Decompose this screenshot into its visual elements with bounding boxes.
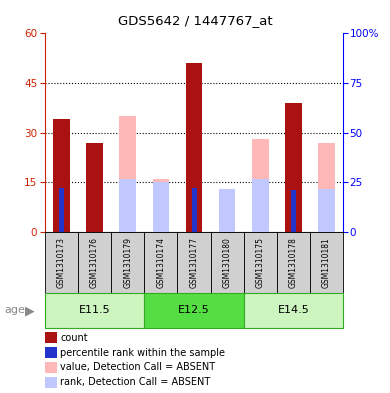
Text: GSM1310173: GSM1310173	[57, 237, 66, 288]
Text: GSM1310181: GSM1310181	[322, 237, 331, 288]
Text: GDS5642 / 1447767_at: GDS5642 / 1447767_at	[118, 14, 272, 27]
Bar	[86, 143, 103, 232]
Bar	[144, 293, 244, 328]
Text: ▶: ▶	[25, 304, 35, 317]
Bar	[78, 232, 111, 293]
Bar	[152, 179, 169, 232]
Bar	[144, 232, 177, 293]
Bar	[244, 293, 343, 328]
Bar	[291, 190, 296, 232]
Text: GSM1310176: GSM1310176	[90, 237, 99, 288]
Bar	[211, 232, 244, 293]
Bar	[277, 232, 310, 293]
Bar	[219, 189, 236, 232]
Text: GSM1310178: GSM1310178	[289, 237, 298, 288]
Bar	[45, 293, 144, 328]
Bar	[152, 182, 169, 232]
Bar	[111, 232, 144, 293]
Bar	[119, 179, 136, 232]
Text: E11.5: E11.5	[79, 305, 110, 316]
Text: percentile rank within the sample: percentile rank within the sample	[60, 347, 225, 358]
Bar	[45, 232, 78, 293]
Bar	[252, 139, 269, 232]
Bar	[53, 119, 70, 232]
Bar	[318, 143, 335, 232]
Bar	[285, 103, 302, 232]
Text: E12.5: E12.5	[178, 305, 210, 316]
Bar	[244, 232, 277, 293]
Bar	[186, 63, 202, 232]
Text: value, Detection Call = ABSENT: value, Detection Call = ABSENT	[60, 362, 216, 373]
Text: GSM1310175: GSM1310175	[256, 237, 265, 288]
Bar	[252, 179, 269, 232]
Bar	[177, 232, 211, 293]
Text: rank, Detection Call = ABSENT: rank, Detection Call = ABSENT	[60, 377, 211, 387]
Text: GSM1310174: GSM1310174	[156, 237, 165, 288]
Bar	[191, 188, 197, 232]
Text: GSM1310177: GSM1310177	[190, 237, 199, 288]
Bar	[310, 232, 343, 293]
Text: E14.5: E14.5	[278, 305, 309, 316]
Bar	[219, 202, 236, 232]
Text: count: count	[60, 332, 88, 343]
Text: age: age	[4, 305, 25, 316]
Bar	[59, 188, 64, 232]
Text: GSM1310180: GSM1310180	[223, 237, 232, 288]
Text: GSM1310179: GSM1310179	[123, 237, 132, 288]
Bar	[318, 189, 335, 232]
Bar	[119, 116, 136, 232]
